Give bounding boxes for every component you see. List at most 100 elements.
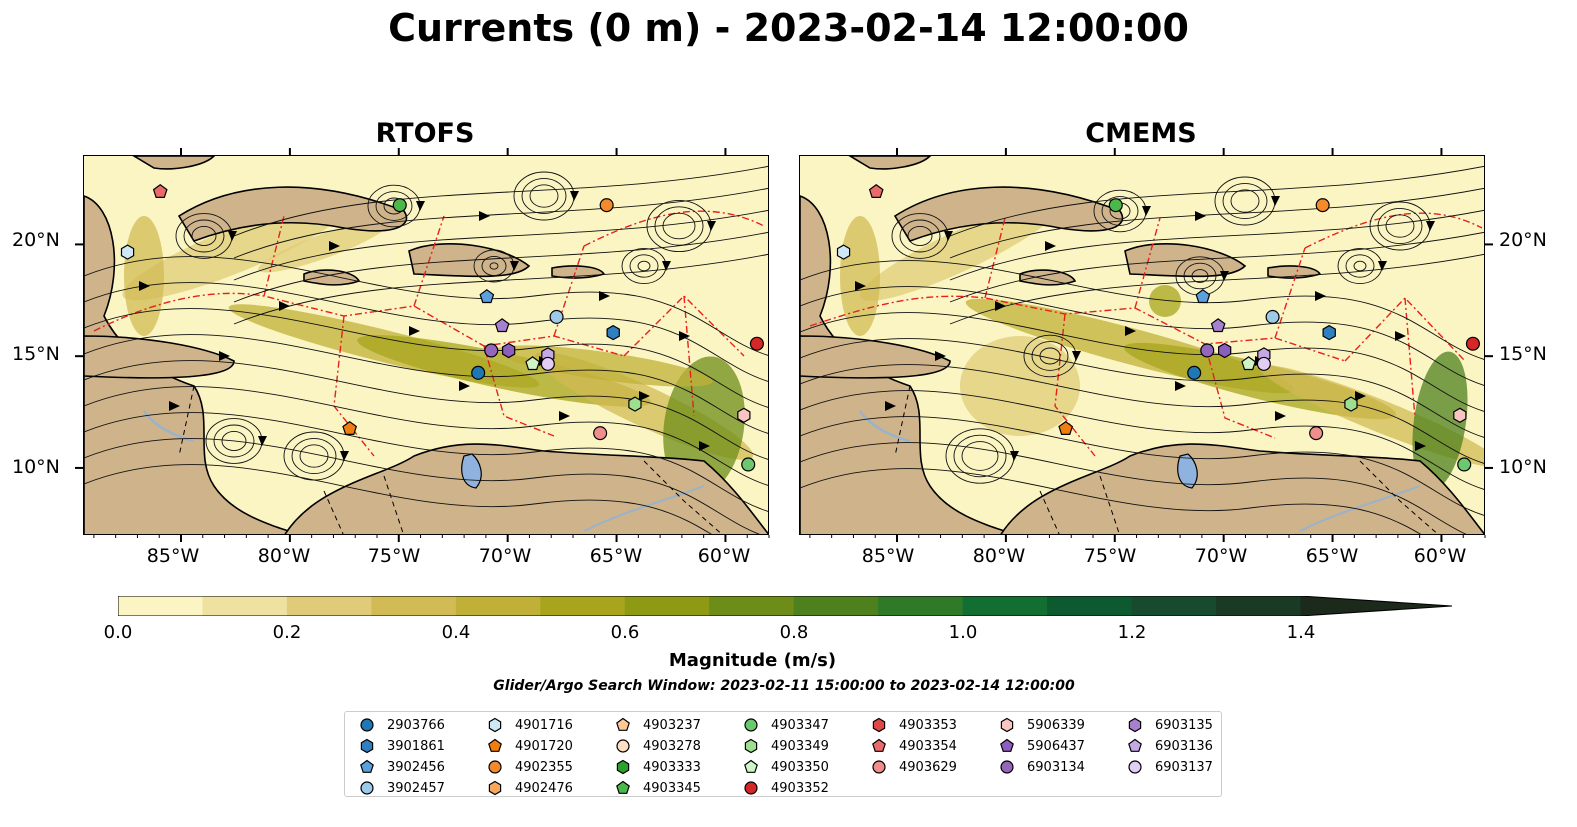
legend-item: 4903278 bbox=[615, 737, 701, 755]
legend-label: 4903629 bbox=[899, 759, 957, 775]
colorbar-tick-label: 1.4 bbox=[1286, 622, 1316, 643]
float-marker bbox=[120, 244, 135, 260]
streamline bbox=[800, 338, 1484, 438]
streamline-arrow bbox=[1271, 196, 1280, 206]
circle-marker-icon bbox=[1000, 760, 1014, 774]
float-marker bbox=[1108, 198, 1123, 213]
legend-marker bbox=[360, 781, 374, 795]
legend-label: 4903350 bbox=[771, 759, 829, 775]
streamline bbox=[84, 334, 768, 434]
current-speed-shading bbox=[122, 201, 346, 301]
colorbar-segment bbox=[371, 596, 457, 616]
eddy-streamline bbox=[191, 225, 217, 247]
legend-item: 5906339 bbox=[999, 716, 1085, 734]
streamline bbox=[800, 468, 1422, 534]
legend-label: 4903347 bbox=[771, 717, 829, 733]
streamline bbox=[84, 464, 712, 534]
pentagon-marker-icon bbox=[616, 780, 630, 794]
eddy-streamline bbox=[1345, 254, 1375, 278]
land-mass bbox=[1000, 443, 1484, 534]
eddy-streamline bbox=[629, 254, 659, 278]
legend-label: 6903136 bbox=[1155, 738, 1213, 754]
float-marker bbox=[392, 198, 407, 213]
land-mass bbox=[1019, 269, 1077, 286]
eddy-streamline bbox=[907, 225, 933, 247]
x-tick-label: 80°W bbox=[257, 545, 311, 567]
float-marker bbox=[152, 184, 168, 199]
streamline bbox=[233, 209, 768, 281]
pentagon-marker-icon bbox=[1128, 738, 1142, 752]
legend-marker bbox=[1128, 738, 1142, 752]
current-speed-shading bbox=[960, 336, 1080, 436]
y-tick-label: 15°N bbox=[12, 343, 60, 365]
streamline-arrow bbox=[1275, 411, 1286, 421]
float-marker bbox=[868, 184, 884, 199]
eez-boundary bbox=[1204, 343, 1276, 439]
float-marker bbox=[549, 309, 564, 324]
streamline bbox=[233, 231, 768, 303]
legend-marker bbox=[872, 738, 886, 752]
legend-item: 4903352 bbox=[743, 779, 829, 797]
legend-item: 6903134 bbox=[999, 758, 1085, 776]
streamline-arrow bbox=[510, 261, 519, 271]
pentagon-marker-icon bbox=[616, 717, 630, 731]
float-marker bbox=[1322, 324, 1336, 341]
streamline-arrow bbox=[1315, 291, 1326, 301]
colorbar-outline bbox=[117, 595, 1453, 617]
streamline-arrow bbox=[340, 451, 349, 461]
legend-label: 3902457 bbox=[387, 780, 445, 796]
y-tick-label: 10°N bbox=[12, 456, 60, 478]
float-marker bbox=[484, 343, 499, 358]
legend-item: 4902355 bbox=[487, 758, 573, 776]
hexagon-marker-icon bbox=[360, 738, 374, 754]
colorbar-tick-label: 0.6 bbox=[610, 622, 640, 643]
eddy-streamline bbox=[1377, 207, 1423, 245]
streamline-arrow bbox=[599, 291, 610, 301]
legend-marker bbox=[360, 738, 374, 754]
streamline bbox=[800, 260, 1484, 360]
legend-label: 4901716 bbox=[515, 717, 573, 733]
streamline-arrow bbox=[935, 351, 946, 361]
float-marker bbox=[1309, 426, 1324, 441]
streamline-arrow bbox=[139, 281, 150, 291]
land-mass bbox=[132, 156, 216, 170]
colorbar-segment bbox=[624, 596, 710, 616]
eddy-streamline bbox=[1230, 189, 1260, 213]
colorbar-segment bbox=[455, 596, 541, 616]
float-marker bbox=[502, 342, 516, 359]
streamline bbox=[84, 438, 760, 534]
float-marker bbox=[1457, 457, 1472, 472]
streamline-arrow bbox=[1426, 221, 1435, 231]
float-marker bbox=[471, 365, 486, 380]
legend-marker bbox=[1000, 760, 1014, 774]
legend-label: 4903278 bbox=[643, 738, 701, 754]
colorbar-tick-label: 0.8 bbox=[779, 622, 809, 643]
eddy-streamline bbox=[183, 219, 225, 253]
eddy-streamline bbox=[1101, 196, 1139, 226]
eez-boundary bbox=[1404, 297, 1416, 419]
streamline-arrow bbox=[416, 201, 425, 211]
streamline-arrow bbox=[228, 231, 237, 241]
eddy-streamline bbox=[899, 219, 941, 253]
streamline-arrow bbox=[479, 211, 490, 221]
x-tick-label: 85°W bbox=[146, 545, 200, 567]
colorbar-segment bbox=[1131, 596, 1217, 616]
float-marker bbox=[836, 244, 851, 260]
streamline-arrow bbox=[1175, 381, 1186, 391]
colorbar-label: Magnitude (m/s) bbox=[668, 650, 837, 671]
legend-marker bbox=[488, 760, 502, 774]
x-tick-label: 65°W bbox=[1305, 545, 1359, 567]
legend-marker bbox=[488, 717, 502, 733]
hexagon-marker-icon bbox=[872, 717, 886, 733]
legend-marker bbox=[616, 739, 630, 753]
eddy-streamline bbox=[654, 206, 704, 246]
legend-label: 6903134 bbox=[1027, 759, 1085, 775]
legend-item: 4903333 bbox=[615, 758, 701, 776]
legend-item: 4902476 bbox=[487, 779, 573, 797]
streamline-arrow bbox=[1220, 271, 1229, 281]
eez-boundary bbox=[809, 295, 1346, 362]
colorbar-tick-label: 0.2 bbox=[272, 622, 302, 643]
streamline-arrow bbox=[1125, 326, 1136, 336]
eddy-streamline bbox=[637, 260, 651, 272]
legend-item: 4903353 bbox=[871, 716, 957, 734]
